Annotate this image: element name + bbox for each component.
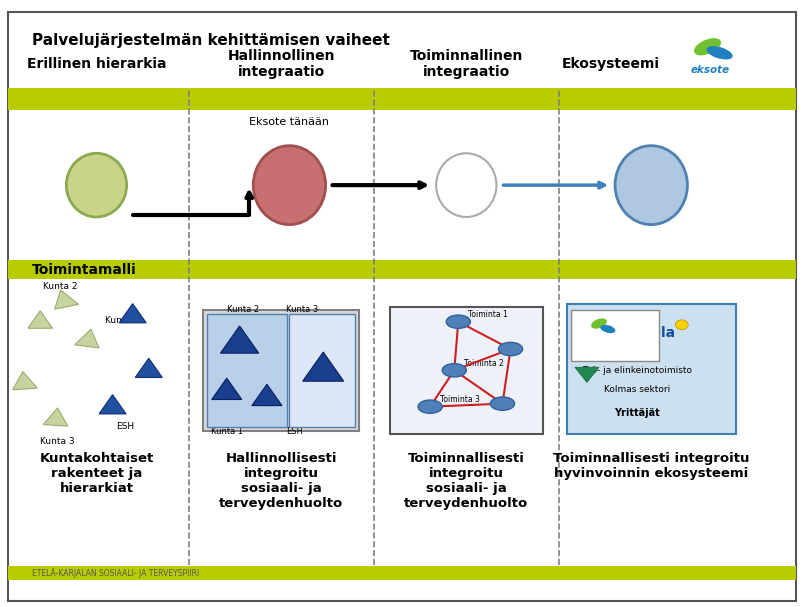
Polygon shape	[55, 290, 79, 309]
Text: Kolmas sektori: Kolmas sektori	[603, 385, 669, 394]
Text: Toiminnallisesti
integroitu
sosiaali- ja
terveydenhuolto: Toiminnallisesti integroitu sosiaali- ja…	[404, 452, 528, 510]
Text: Ekosysteemi: Ekosysteemi	[561, 56, 659, 71]
FancyBboxPatch shape	[202, 310, 359, 431]
FancyBboxPatch shape	[8, 260, 795, 279]
Text: eksote: eksote	[690, 65, 728, 75]
Polygon shape	[135, 358, 162, 378]
Ellipse shape	[693, 38, 720, 55]
Text: Kunta 2: Kunta 2	[226, 305, 259, 314]
Text: ESH: ESH	[116, 422, 135, 431]
Text: Toiminta 2: Toiminta 2	[463, 359, 503, 368]
Polygon shape	[302, 352, 344, 381]
FancyBboxPatch shape	[8, 566, 795, 580]
Text: Kunta 1: Kunta 1	[210, 427, 243, 436]
Ellipse shape	[253, 146, 325, 225]
FancyBboxPatch shape	[389, 307, 542, 434]
Ellipse shape	[600, 325, 614, 333]
Text: Toiminta 1: Toiminta 1	[467, 310, 507, 319]
Ellipse shape	[490, 397, 514, 410]
Text: ®: ®	[678, 322, 684, 327]
Text: Kunta 2: Kunta 2	[43, 282, 77, 291]
Ellipse shape	[446, 315, 470, 328]
Ellipse shape	[442, 364, 466, 377]
Text: eksote: eksote	[585, 338, 619, 347]
Text: Työ- ja elinkeinotoimisto: Työ- ja elinkeinotoimisto	[581, 366, 691, 375]
Polygon shape	[119, 304, 146, 323]
Text: Toiminta 3: Toiminta 3	[439, 395, 479, 404]
Circle shape	[675, 320, 687, 330]
Text: ETELÄ-KARJALAN SOSIAALI- JA TERVEYSPIIRI: ETELÄ-KARJALAN SOSIAALI- JA TERVEYSPIIRI	[32, 568, 199, 578]
Text: Toiminnallinen
integraatio: Toiminnallinen integraatio	[409, 49, 523, 79]
Ellipse shape	[418, 400, 442, 413]
Text: Eksote tänään: Eksote tänään	[249, 118, 329, 127]
FancyBboxPatch shape	[566, 304, 735, 434]
Ellipse shape	[435, 154, 495, 217]
Polygon shape	[13, 371, 37, 390]
FancyBboxPatch shape	[8, 88, 795, 110]
Polygon shape	[251, 384, 282, 405]
FancyBboxPatch shape	[570, 310, 658, 361]
Polygon shape	[211, 378, 242, 399]
Ellipse shape	[66, 154, 127, 217]
FancyBboxPatch shape	[289, 314, 355, 427]
FancyBboxPatch shape	[8, 12, 795, 601]
Polygon shape	[43, 408, 67, 426]
Text: Kuntakohtaiset
rakenteet ja
hierarkiat: Kuntakohtaiset rakenteet ja hierarkiat	[39, 452, 153, 495]
Text: Toimintamalli: Toimintamalli	[32, 262, 137, 277]
Text: Hallinnollinen
integraatio: Hallinnollinen integraatio	[227, 49, 335, 79]
Text: Erillinen hierarkia: Erillinen hierarkia	[26, 56, 166, 71]
Text: Kunta 3: Kunta 3	[40, 437, 75, 446]
Text: Yrittäjät: Yrittäjät	[613, 408, 658, 418]
Ellipse shape	[498, 342, 522, 356]
Text: Kela: Kela	[642, 325, 675, 340]
Text: ESH: ESH	[286, 427, 303, 436]
Polygon shape	[99, 395, 126, 414]
Ellipse shape	[614, 146, 687, 225]
Text: Toiminnallisesti integroitu
hyvinvoinnin ekosysteemi: Toiminnallisesti integroitu hyvinvoinnin…	[552, 452, 748, 480]
FancyBboxPatch shape	[206, 314, 287, 427]
Text: Hallinnollisesti
integroitu
sosiaali- ja
terveydenhuolto: Hallinnollisesti integroitu sosiaali- ja…	[219, 452, 343, 510]
Text: Kunta 1: Kunta 1	[104, 316, 139, 325]
Text: Kunta 3: Kunta 3	[286, 305, 318, 314]
Text: Palvelujärjestelmän kehittämisen vaiheet: Palvelujärjestelmän kehittämisen vaiheet	[32, 33, 389, 49]
Ellipse shape	[590, 318, 606, 329]
Polygon shape	[220, 326, 259, 353]
Ellipse shape	[706, 46, 732, 59]
Polygon shape	[574, 367, 598, 382]
Polygon shape	[28, 311, 52, 328]
Polygon shape	[75, 329, 99, 348]
